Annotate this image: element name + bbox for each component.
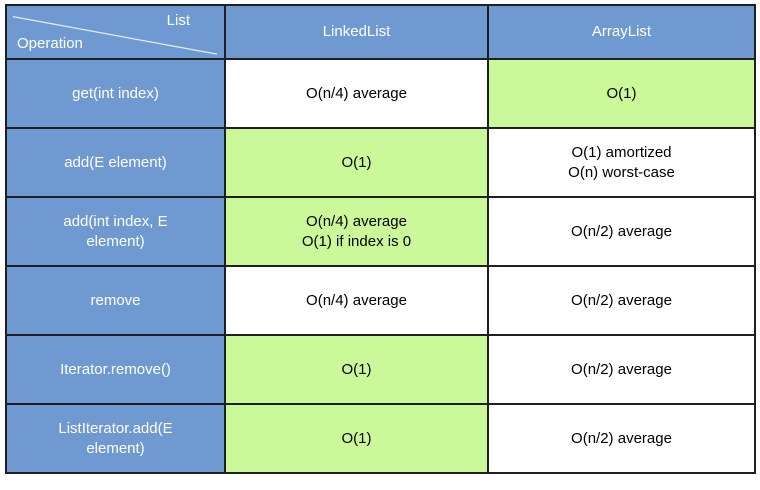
- table-header: List Operation LinkedList ArrayList: [5, 4, 756, 60]
- table-row: remove O(n/4) average O(n/2) average: [5, 265, 756, 336]
- corner-operation-label: Operation: [17, 34, 83, 52]
- linkedlist-cell: O(n/4) average: [224, 58, 489, 129]
- arraylist-cell: O(n/2) average: [487, 334, 756, 405]
- column-header-linkedlist: LinkedList: [224, 4, 489, 60]
- table-row: get(int index) O(n/4) average O(1): [5, 58, 756, 129]
- table-body: get(int index) O(n/4) average O(1) add(E…: [5, 58, 756, 474]
- arraylist-cell: O(n/2) average: [487, 196, 756, 267]
- table-row: Iterator.remove() O(1) O(n/2) average: [5, 334, 756, 405]
- complexity-table: List Operation LinkedList ArrayList get(…: [5, 4, 756, 474]
- arraylist-cell: O(n/2) average: [487, 265, 756, 336]
- table-row: add(E element) O(1) O(1) amortized O(n) w…: [5, 127, 756, 198]
- arraylist-cell: O(1): [487, 58, 756, 129]
- complexity-table-wrap: List Operation LinkedList ArrayList get(…: [5, 4, 756, 474]
- header-row: List Operation LinkedList ArrayList: [5, 4, 756, 60]
- operation-cell: remove: [5, 265, 226, 336]
- operation-cell: Iterator.remove(): [5, 334, 226, 405]
- linkedlist-cell: O(1): [224, 334, 489, 405]
- table-row: ListIterator.add(E element) O(1) O(n/2) a…: [5, 403, 756, 474]
- arraylist-cell: O(1) amortized O(n) worst-case: [487, 127, 756, 198]
- linkedlist-cell: O(n/4) average O(1) if index is 0: [224, 196, 489, 267]
- diagonal-line: [12, 15, 218, 55]
- operation-cell: add(E element): [5, 127, 226, 198]
- corner-list-label: List: [166, 12, 190, 29]
- column-header-arraylist: ArrayList: [487, 4, 756, 60]
- arraylist-cell: O(n/2) average: [487, 403, 756, 474]
- linkedlist-cell: O(1): [224, 403, 489, 474]
- operation-cell: ListIterator.add(E element): [5, 403, 226, 474]
- linkedlist-cell: O(1): [224, 127, 489, 198]
- operation-cell: get(int index): [5, 58, 226, 129]
- linkedlist-cell: O(n/4) average: [224, 265, 489, 336]
- corner-cell: List Operation: [5, 4, 226, 60]
